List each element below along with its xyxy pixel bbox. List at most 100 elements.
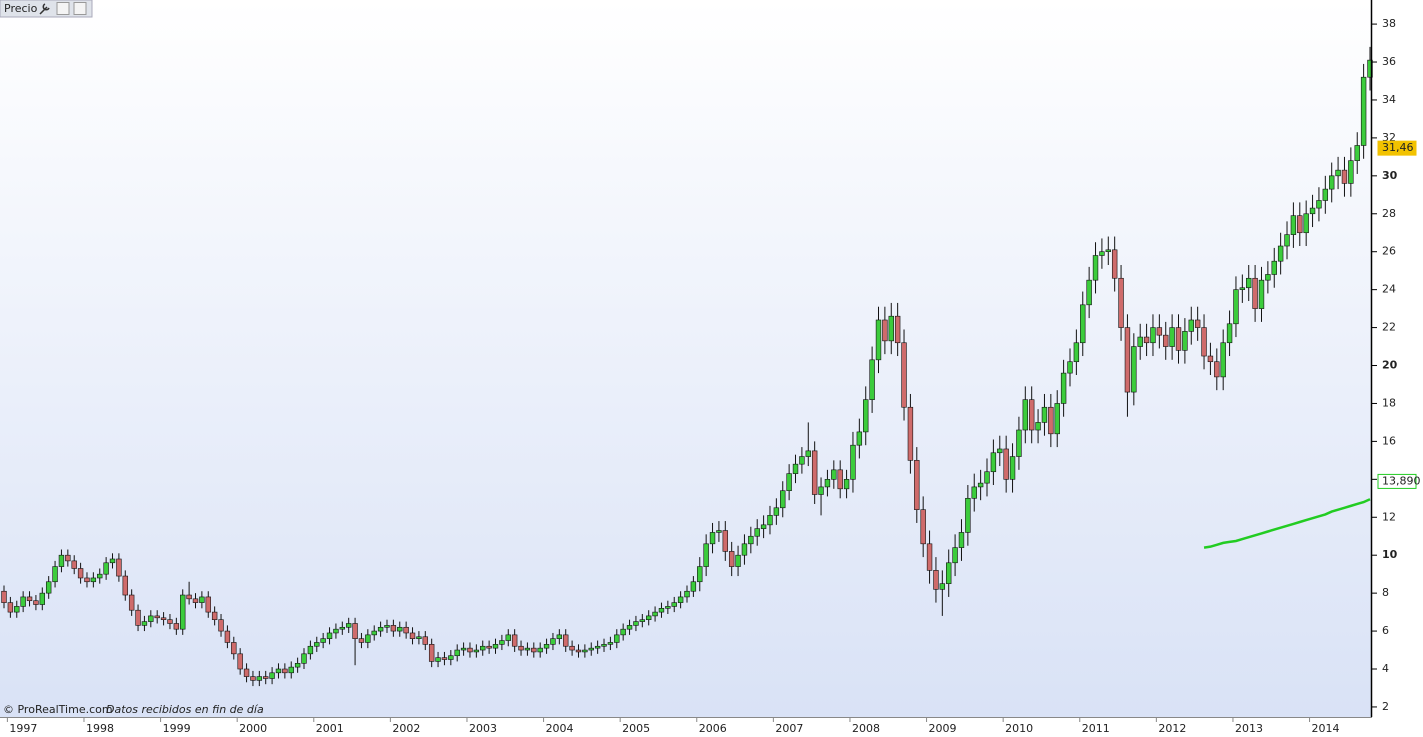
candle-body	[122, 575, 128, 596]
candle-body	[288, 666, 294, 674]
candle-body	[735, 554, 741, 567]
candle-body	[1175, 327, 1182, 351]
candle-body	[422, 636, 428, 645]
candle-body	[1354, 145, 1360, 161]
candle-body	[997, 448, 1003, 454]
x-tick-label: 2010	[1005, 722, 1033, 735]
candle-body	[1137, 336, 1143, 347]
candle-body	[760, 524, 767, 529]
candle-body	[173, 623, 180, 630]
candle-body	[352, 623, 358, 639]
settings-icon[interactable]	[39, 3, 50, 15]
candle-body	[818, 486, 824, 495]
candle-body	[84, 577, 90, 583]
candle-body	[1073, 342, 1080, 363]
candle-body	[754, 528, 760, 537]
candle-body	[1054, 403, 1060, 435]
candle-body	[1060, 372, 1067, 404]
candle-body	[575, 649, 582, 653]
candle-body	[58, 554, 65, 567]
candle-body	[1022, 399, 1029, 431]
candle-body	[1348, 160, 1354, 184]
x-tick-label: 1997	[9, 722, 37, 735]
note: Datos recibidos en fin de día	[106, 703, 264, 716]
y-tick-label: 34	[1382, 93, 1396, 106]
candle-body	[1207, 355, 1214, 363]
candle-body	[971, 486, 977, 499]
candle-body	[77, 568, 84, 579]
candle-body	[1086, 279, 1092, 306]
candle-body	[888, 315, 894, 342]
candle-body	[1220, 342, 1226, 378]
candle-body	[1277, 245, 1284, 262]
candle-body	[454, 649, 460, 657]
y-tick-label: 38	[1382, 17, 1396, 30]
candle-body	[377, 626, 384, 632]
candle-body	[550, 638, 556, 645]
candle-body	[933, 570, 939, 590]
x-tick-label: 2005	[622, 722, 650, 735]
candle-body	[716, 530, 722, 533]
candle-body	[39, 592, 45, 605]
candle-body	[926, 543, 933, 571]
candle-body	[1041, 406, 1048, 423]
candle-body	[722, 530, 728, 552]
candle-body	[767, 515, 773, 526]
x-tick-label: 2007	[775, 722, 803, 735]
candle-body	[677, 596, 684, 603]
candle-body	[294, 663, 301, 668]
candle-body	[71, 560, 77, 569]
candle-body	[1335, 169, 1341, 177]
candle-body	[1246, 277, 1252, 289]
candle-body	[409, 632, 416, 639]
candle-body	[384, 625, 390, 628]
candle-body	[448, 655, 454, 660]
candle-body	[218, 619, 224, 632]
collapse-icon[interactable]	[56, 2, 70, 15]
source: © ProRealTime.com	[3, 703, 113, 716]
candle-body	[780, 490, 786, 509]
candle-body	[1150, 327, 1156, 344]
candle-body	[1111, 249, 1118, 279]
candle-body	[1284, 234, 1290, 247]
x-tick-label: 2012	[1158, 722, 1186, 735]
y-tick-label: 26	[1382, 245, 1396, 258]
candle-body	[914, 460, 920, 510]
x-tick-label: 2000	[239, 722, 267, 735]
candle-body	[792, 463, 799, 474]
candle-body	[1080, 304, 1086, 344]
candle-body	[192, 598, 199, 603]
candle-body	[199, 596, 205, 603]
candle-body	[984, 471, 990, 484]
candle-body	[403, 626, 409, 634]
candle-body	[205, 596, 211, 613]
candle-body	[741, 543, 748, 556]
y-tick-label: 24	[1382, 283, 1396, 296]
candle-body	[1099, 251, 1105, 256]
title-box[interactable]: Precio	[0, 0, 93, 18]
candle-body	[607, 642, 614, 645]
candle-body	[1239, 287, 1246, 290]
candle-body	[990, 452, 997, 473]
candle-body	[633, 621, 639, 626]
candle-body	[1309, 207, 1316, 215]
candle-body	[339, 626, 346, 630]
candle-body	[231, 642, 237, 655]
expand-icon[interactable]	[73, 2, 87, 15]
candle-body	[154, 615, 160, 619]
candle-body	[537, 647, 543, 653]
candle-body	[1265, 274, 1271, 281]
y-tick-label: 8	[1382, 586, 1389, 599]
price-label: 31,46	[1382, 141, 1414, 154]
candle-body	[831, 469, 837, 480]
candle-body	[141, 621, 148, 626]
candle-body	[307, 645, 314, 655]
candle-body	[160, 617, 167, 620]
candle-body	[180, 594, 186, 630]
y-tick-label: 22	[1382, 321, 1396, 334]
candle-body	[658, 608, 665, 613]
candle-body	[1016, 429, 1022, 457]
candle-body	[856, 431, 863, 446]
x-tick-label: 2008	[852, 722, 880, 735]
